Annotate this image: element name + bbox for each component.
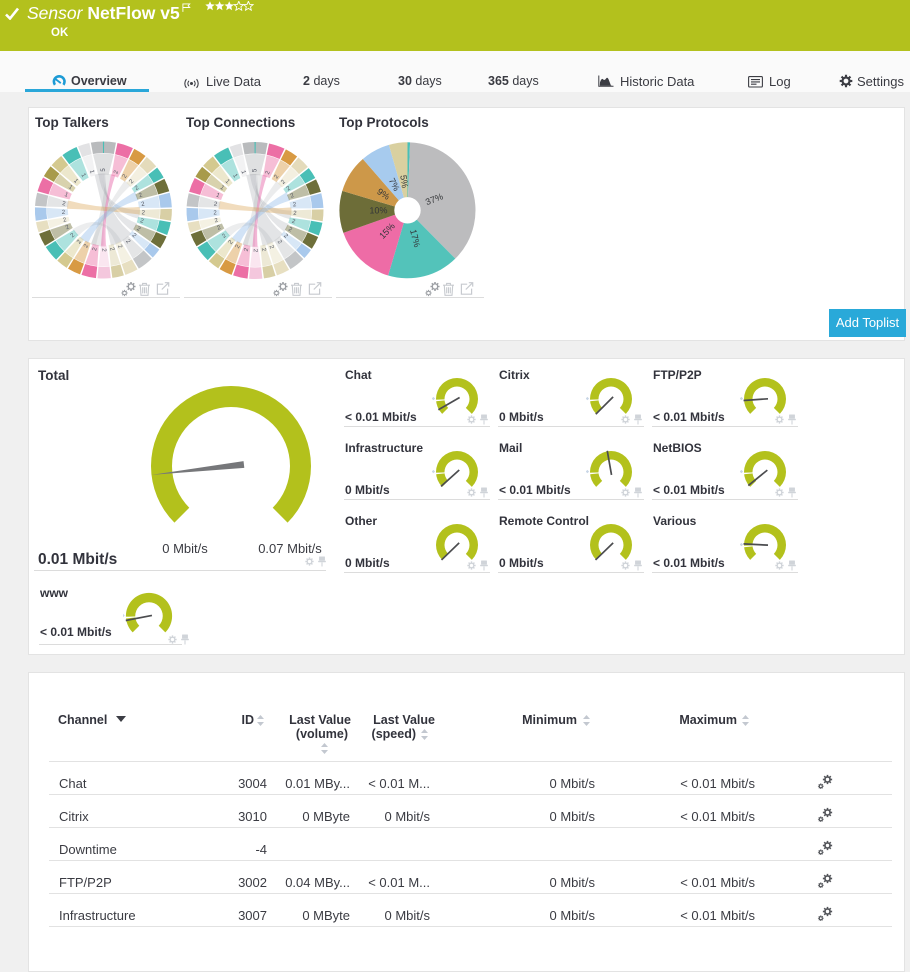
- svg-text:1: 1: [239, 170, 246, 176]
- svg-text:2: 2: [141, 201, 146, 207]
- svg-text:1: 1: [80, 173, 87, 179]
- svg-text:2: 2: [124, 239, 131, 246]
- svg-text:2: 2: [213, 210, 217, 216]
- svg-text:2: 2: [135, 226, 141, 233]
- svg-text:2: 2: [260, 247, 267, 252]
- svg-text:10%: 10%: [369, 205, 387, 215]
- svg-text:1: 1: [72, 178, 79, 185]
- svg-text:2: 2: [141, 210, 145, 216]
- svg-text:2: 2: [122, 173, 129, 180]
- svg-text:2: 2: [76, 238, 83, 245]
- svg-text:2: 2: [62, 217, 67, 224]
- svg-text:2: 2: [291, 219, 296, 226]
- svg-text:2: 2: [287, 227, 293, 234]
- svg-text:2: 2: [116, 244, 123, 250]
- svg-text:2: 2: [129, 178, 136, 185]
- svg-text:2: 2: [216, 225, 222, 232]
- svg-text:2: 2: [213, 202, 218, 209]
- svg-text:2: 2: [273, 173, 280, 180]
- svg-text:2: 2: [100, 248, 106, 252]
- svg-text:5: 5: [253, 168, 259, 172]
- svg-text:2: 2: [290, 193, 296, 200]
- svg-text:2: 2: [235, 243, 242, 249]
- svg-text:2: 2: [62, 201, 67, 208]
- svg-text:2: 2: [276, 239, 283, 246]
- svg-text:2: 2: [108, 247, 115, 252]
- svg-text:1: 1: [219, 185, 226, 192]
- svg-text:17%: 17%: [408, 228, 422, 248]
- svg-text:2: 2: [113, 169, 120, 175]
- svg-text:2: 2: [70, 232, 77, 239]
- svg-text:1: 1: [231, 173, 238, 179]
- svg-text:2: 2: [282, 233, 289, 240]
- svg-text:2: 2: [244, 247, 251, 252]
- svg-text:5: 5: [101, 168, 107, 172]
- svg-text:2: 2: [293, 202, 298, 208]
- svg-text:2: 2: [221, 233, 228, 240]
- svg-text:2: 2: [139, 218, 144, 225]
- svg-text:2: 2: [92, 246, 99, 251]
- svg-text:1: 1: [88, 169, 95, 175]
- svg-text:2: 2: [286, 185, 293, 192]
- svg-text:2: 2: [268, 244, 275, 250]
- svg-text:2: 2: [62, 210, 66, 216]
- svg-text:2: 2: [138, 192, 144, 199]
- svg-text:2: 2: [280, 179, 287, 186]
- svg-text:1: 1: [63, 192, 69, 199]
- svg-text:1: 1: [67, 184, 74, 191]
- svg-text:5%: 5%: [398, 174, 410, 188]
- svg-text:2: 2: [214, 218, 219, 225]
- svg-text:2: 2: [65, 224, 71, 231]
- svg-text:1: 1: [224, 179, 231, 186]
- svg-text:2: 2: [131, 233, 138, 240]
- svg-text:2: 2: [293, 211, 297, 217]
- svg-text:2: 2: [134, 185, 141, 192]
- svg-text:2: 2: [83, 243, 90, 249]
- svg-text:2: 2: [265, 170, 272, 176]
- svg-text:1: 1: [215, 193, 221, 200]
- svg-text:2: 2: [252, 249, 258, 253]
- svg-text:2: 2: [228, 239, 235, 246]
